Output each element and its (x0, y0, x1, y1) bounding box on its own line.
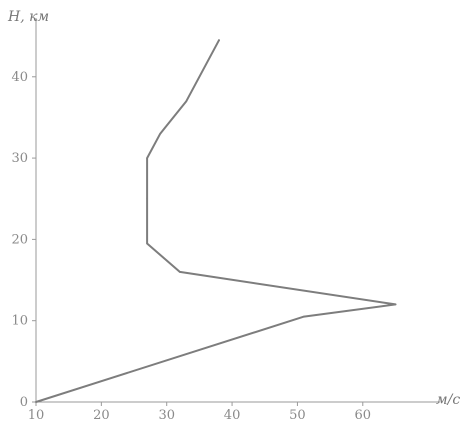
data-point (185, 100, 188, 102)
x-tick-label: 40 (224, 408, 241, 422)
data-point (146, 157, 148, 159)
x-axis-unit: м/с (436, 392, 460, 408)
series-line (35, 39, 397, 403)
y-tick-label: 0 (20, 395, 28, 410)
x-tick-label: 10 (28, 408, 45, 422)
x-tick-label: 60 (355, 408, 372, 422)
y-tick-label: 10 (11, 314, 28, 329)
x-tick-label: 30 (158, 408, 175, 422)
data-point (394, 303, 397, 306)
y-tick-label: 40 (11, 70, 28, 85)
chart-series (35, 39, 397, 403)
data-point (179, 271, 181, 273)
data-point (159, 132, 161, 135)
chart-axes (35, 18, 440, 403)
data-point (218, 39, 220, 41)
data-point (303, 315, 305, 318)
data-point (146, 197, 148, 200)
x-tick-label: 50 (289, 408, 306, 422)
data-point (35, 401, 37, 403)
data-point (146, 242, 148, 245)
x-tick-label: 20 (93, 408, 110, 422)
y-tick-label: 20 (11, 232, 28, 247)
y-tick-label: 30 (11, 151, 28, 166)
y-axis-title: H, км (7, 9, 49, 25)
